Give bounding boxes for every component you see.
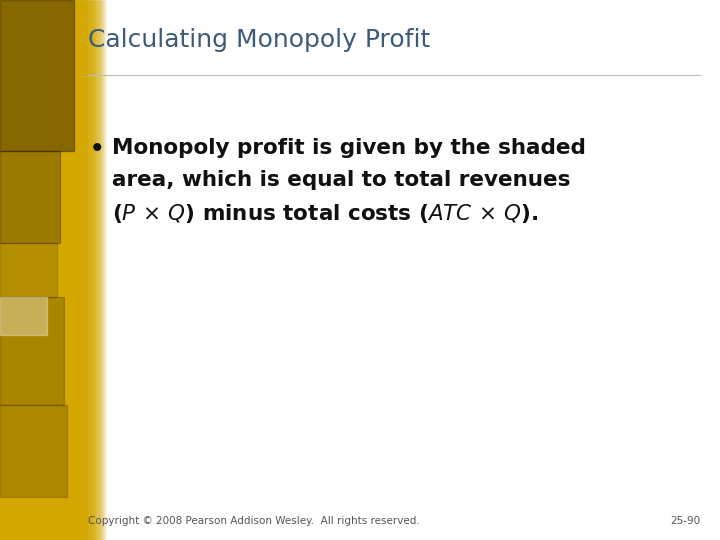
- Text: area, which is equal to total revenues: area, which is equal to total revenues: [112, 170, 570, 190]
- Text: Copyright © 2008 Pearson Addison Wesley.  All rights reserved.: Copyright © 2008 Pearson Addison Wesley.…: [88, 516, 420, 526]
- Bar: [0, 405, 67, 497]
- Bar: [0, 151, 60, 243]
- Bar: [0, 243, 57, 297]
- Text: Monopoly profit is given by the shaded: Monopoly profit is given by the shaded: [112, 138, 586, 158]
- Text: 25-90: 25-90: [670, 516, 700, 526]
- Bar: [0, 0, 73, 151]
- Text: ($P$ $\times$ $Q$) minus total costs ($ATC$ $\times$ $Q$).: ($P$ $\times$ $Q$) minus total costs ($A…: [112, 202, 539, 225]
- Text: •: •: [90, 138, 104, 161]
- Bar: [0, 297, 63, 405]
- Text: Calculating Monopoly Profit: Calculating Monopoly Profit: [88, 28, 431, 52]
- Bar: [0, 297, 47, 335]
